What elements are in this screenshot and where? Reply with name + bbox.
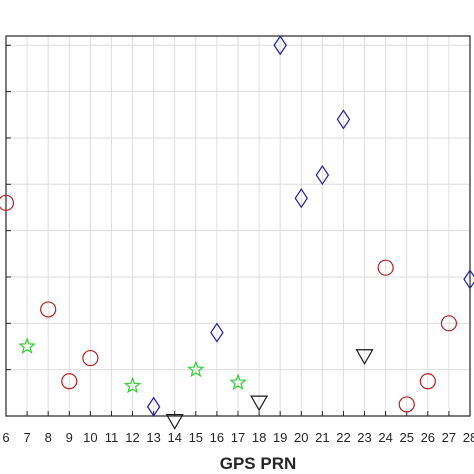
diamond-marker [463,269,474,290]
x-tick-label: 21 [315,430,329,445]
x-tick-label: 28 [463,430,474,445]
diamond-marker [336,109,351,130]
x-tick-label: 18 [252,430,266,445]
triangle-down-marker [165,414,184,430]
x-tick-label: 19 [273,430,287,445]
x-tick-label: 27 [442,430,456,445]
x-tick-label: 22 [336,430,350,445]
x-tick-label: 14 [167,430,181,445]
x-tick-label: 13 [146,430,160,445]
diamond-marker [210,322,224,343]
x-tick-label: 12 [125,430,139,445]
x-tick-label: 15 [189,430,203,445]
x-axis-ticks [5,44,471,416]
diamond-marker [294,188,308,209]
x-tick-label: 8 [45,430,52,445]
triangle-down-marker [355,349,374,365]
diamond-marker [273,36,287,56]
circle-marker [61,373,78,390]
data-points [0,36,474,430]
grid-lines [5,36,471,416]
x-tick-label: 23 [357,430,371,445]
star-marker [18,337,36,354]
x-tick-label: 17 [231,430,245,445]
x-tick-label: 20 [294,430,308,445]
x-tick-label: 11 [105,430,119,445]
star-marker [229,373,247,391]
x-tick-label: 7 [23,430,30,445]
circle-marker [377,259,394,276]
x-tick-label: 16 [210,430,224,445]
x-tick-label: 25 [399,430,413,445]
diamond-marker [146,396,161,417]
triangle-down-marker [250,395,269,412]
x-tick-label: 9 [66,430,73,445]
x-tick-label: 24 [378,430,392,445]
star-marker [187,360,205,378]
circle-marker [440,315,458,332]
x-tick-label: 6 [2,430,9,445]
star-marker [123,376,142,394]
circle-marker [398,396,415,413]
x-tick-label: 26 [421,430,435,445]
x-axis-title: GPS PRN [220,454,297,473]
circle-marker [419,373,436,390]
x-axis-tick-labels: 6 7 8 9 10 11 12 13 14 15 16 17 18 19 20 21 22 23 24 25 26 27… [2,430,474,445]
x-tick-label: 10 [83,430,97,445]
circle-marker [40,301,57,318]
circle-marker [82,349,99,367]
diamond-marker [315,164,330,186]
circle-marker [0,194,15,211]
